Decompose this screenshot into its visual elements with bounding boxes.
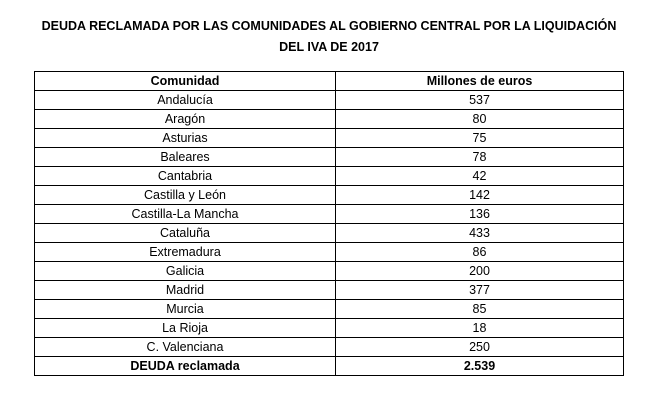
table-row: Madrid 377 (34, 280, 624, 300)
cell-value: 377 (335, 280, 624, 300)
table-row: Extremadura 86 (34, 242, 624, 262)
cell-comunidad: Castilla y León (34, 185, 336, 205)
cell-comunidad: Castilla-La Mancha (34, 204, 336, 224)
table-row: Baleares 78 (34, 147, 624, 167)
document-title: DEUDA RECLAMADA POR LAS COMUNIDADES AL G… (0, 16, 658, 58)
header-comunidad: Comunidad (34, 71, 336, 91)
cell-value: 86 (335, 242, 624, 262)
cell-comunidad: Aragón (34, 109, 336, 129)
cell-value: 42 (335, 166, 624, 186)
cell-value: 200 (335, 261, 624, 281)
cell-value: 250 (335, 337, 624, 357)
cell-value: 433 (335, 223, 624, 243)
debt-table: Comunidad Millones de euros Andalucía 53… (34, 71, 624, 376)
cell-value: 75 (335, 128, 624, 148)
cell-value: 18 (335, 318, 624, 338)
header-millones: Millones de euros (335, 71, 624, 91)
cell-value: 142 (335, 185, 624, 205)
cell-comunidad: Extremadura (34, 242, 336, 262)
table-row: Cataluña 433 (34, 223, 624, 243)
cell-value: 80 (335, 109, 624, 129)
table-row: Castilla y León 142 (34, 185, 624, 205)
title-line-1: DEUDA RECLAMADA POR LAS COMUNIDADES AL G… (41, 19, 617, 33)
title-line-2: DEL IVA DE 2017 (279, 40, 379, 54)
table-row: Murcia 85 (34, 299, 624, 319)
cell-value: 136 (335, 204, 624, 224)
cell-value: 85 (335, 299, 624, 319)
cell-comunidad: Cantabria (34, 166, 336, 186)
cell-comunidad: La Rioja (34, 318, 336, 338)
cell-value: 78 (335, 147, 624, 167)
cell-comunidad: Baleares (34, 147, 336, 167)
cell-comunidad: Andalucía (34, 90, 336, 110)
cell-comunidad: Murcia (34, 299, 336, 319)
cell-comunidad: Asturias (34, 128, 336, 148)
total-value: 2.539 (335, 356, 624, 376)
cell-value: 537 (335, 90, 624, 110)
cell-comunidad: C. Valenciana (34, 337, 336, 357)
table-row: Galicia 200 (34, 261, 624, 281)
table-row: Castilla-La Mancha 136 (34, 204, 624, 224)
table-row: La Rioja 18 (34, 318, 624, 338)
table-header-row: Comunidad Millones de euros (34, 71, 624, 91)
total-row: DEUDA reclamada 2.539 (34, 356, 624, 376)
table-row: Cantabria 42 (34, 166, 624, 186)
table-row: C. Valenciana 250 (34, 337, 624, 357)
cell-comunidad: Cataluña (34, 223, 336, 243)
table-row: Asturias 75 (34, 128, 624, 148)
cell-comunidad: Madrid (34, 280, 336, 300)
total-label: DEUDA reclamada (34, 356, 336, 376)
table-row: Andalucía 537 (34, 90, 624, 110)
cell-comunidad: Galicia (34, 261, 336, 281)
table-row: Aragón 80 (34, 109, 624, 129)
